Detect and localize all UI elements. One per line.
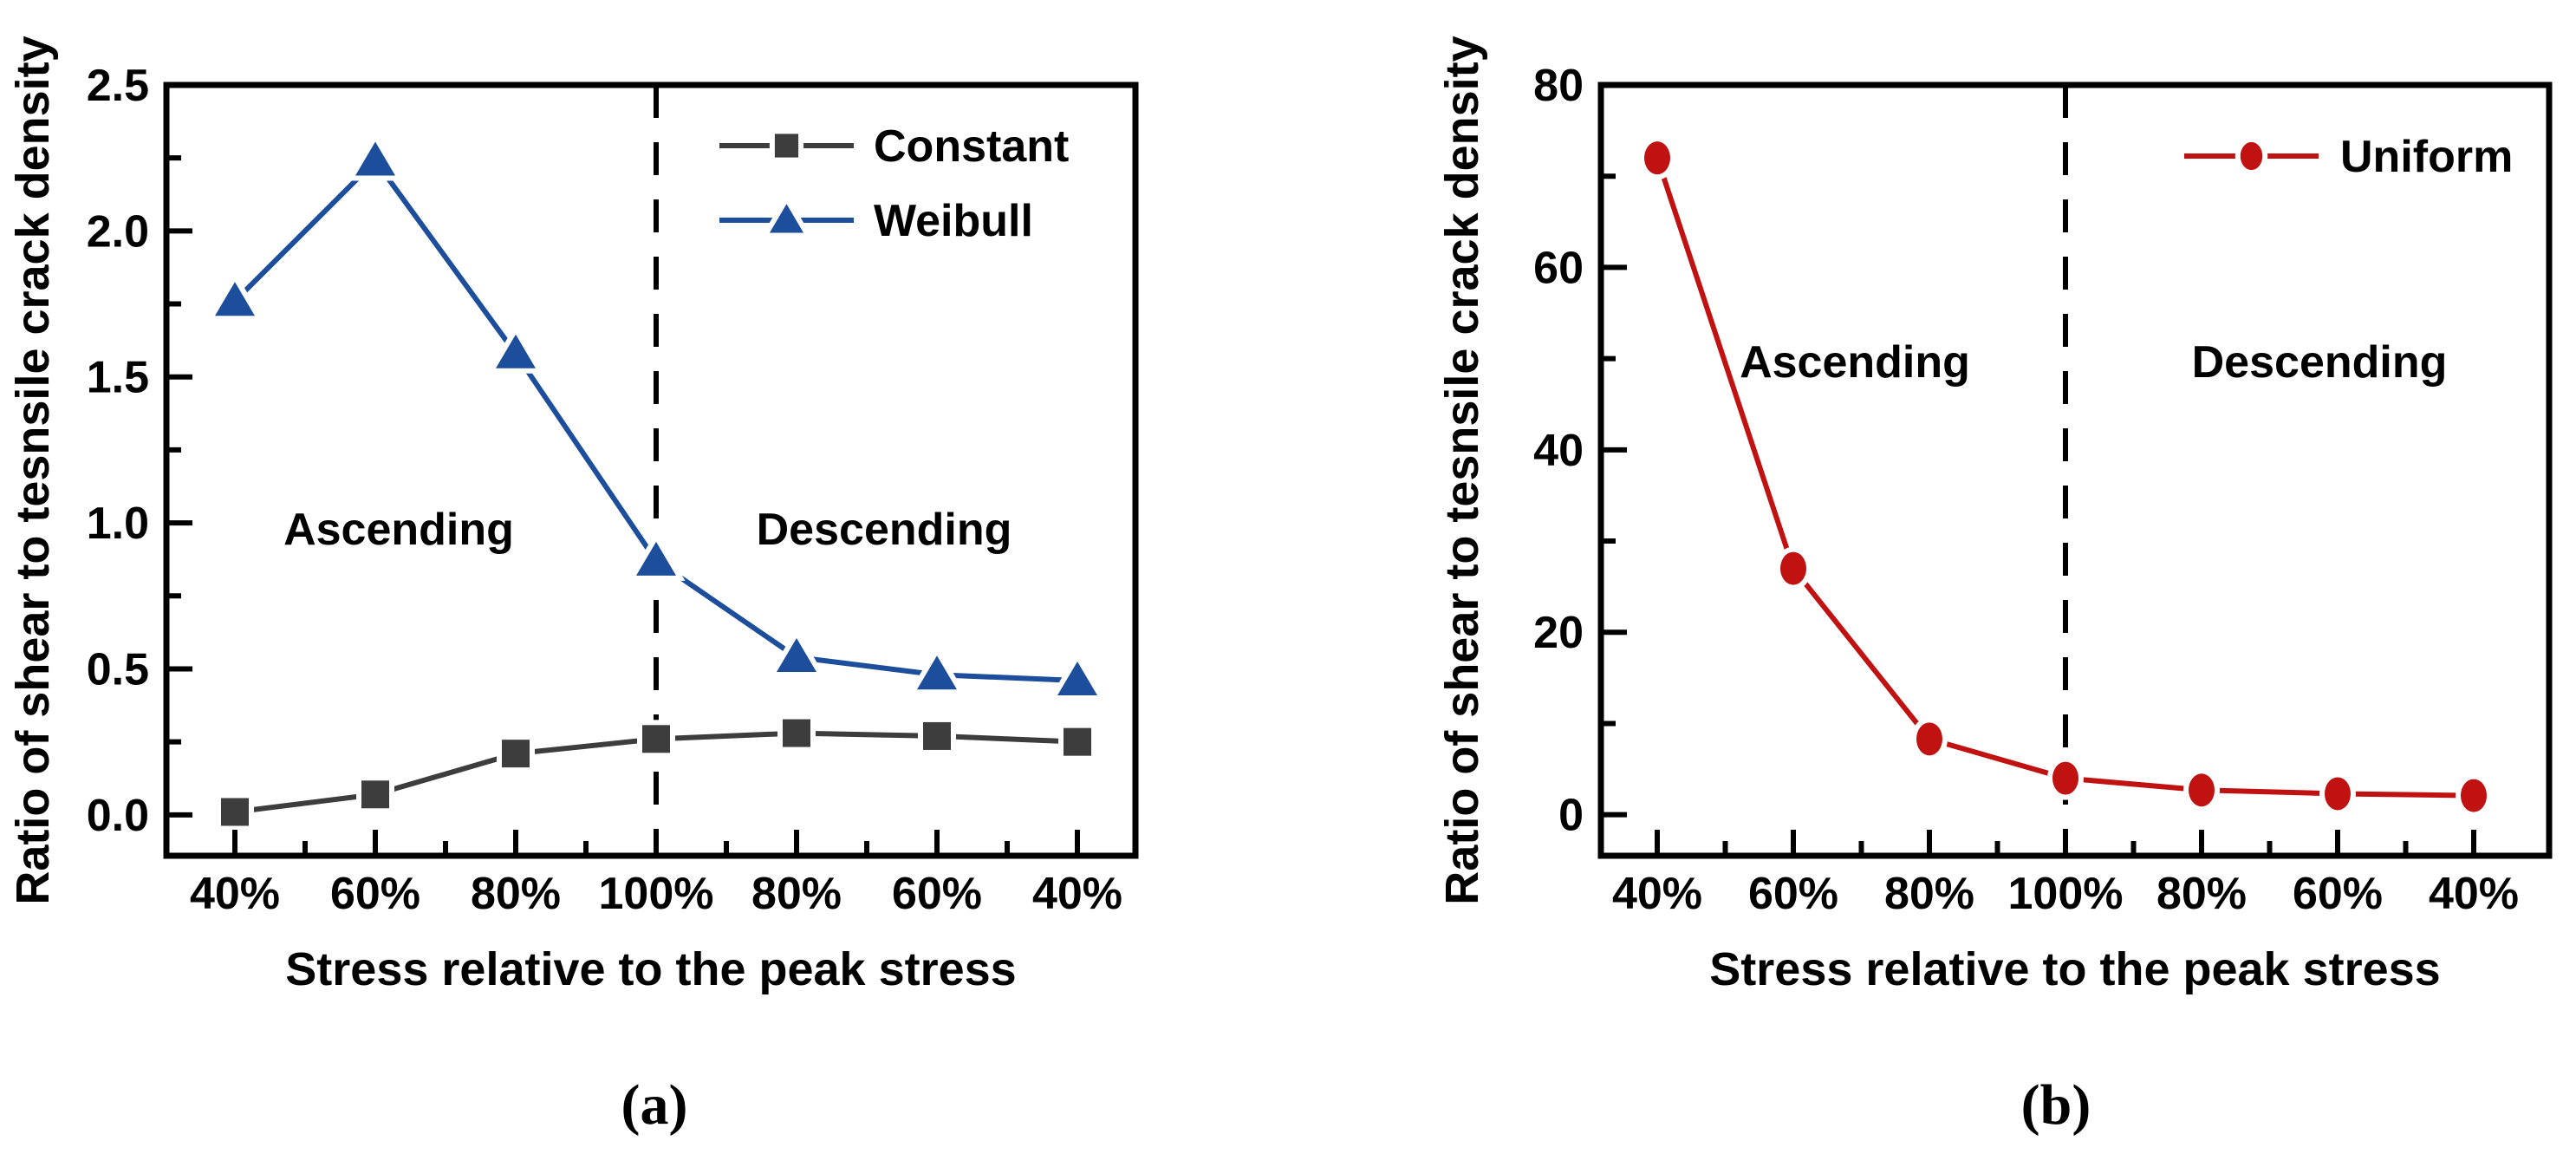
x-tick-label: 80% (1884, 869, 1974, 919)
circle-marker-uniform (1644, 141, 1670, 175)
circle-marker-uniform (1916, 722, 1942, 756)
circle-marker-uniform (2461, 779, 2487, 812)
triangle-marker-weibull (355, 141, 395, 176)
chart-a: 0.0 0.5 1.0 1.5 2.0 2.5 40% 60% 80% 100% 80% 60% 40%… (7, 36, 1139, 1137)
annotation-ascending: Ascending (283, 505, 514, 555)
x-tick-label: 40% (1032, 869, 1122, 919)
caption-b: (b) (2021, 1073, 2091, 1137)
triangle-marker-weibull (777, 638, 816, 673)
legend-triangle-marker (769, 204, 804, 233)
y-tick-label: 80 (1533, 61, 1584, 111)
y-axis-title: Ratio of shear to tesnsile crack density (1436, 36, 1488, 904)
legend-label-constant: Constant (874, 121, 1069, 172)
triangle-marker-weibull (917, 655, 957, 690)
circle-marker-uniform (2052, 761, 2078, 795)
triangle-marker-weibull (496, 334, 536, 368)
x-axis-title: Stress relative to the peak stress (1709, 943, 2440, 995)
x-tick-label: 60% (2293, 869, 2383, 919)
y-tick-label: 0 (1558, 791, 1584, 841)
legend-square-marker (774, 134, 799, 158)
annotation-descending: Descending (2192, 337, 2448, 388)
square-marker-constant (1064, 727, 1091, 756)
square-marker-constant (502, 740, 530, 768)
y-tick-label: 2.0 (87, 206, 149, 257)
x-tick-label: 60% (1748, 869, 1838, 919)
legend-label-uniform: Uniform (2340, 132, 2513, 182)
plot-frame (163, 81, 1139, 859)
triangle-marker-weibull (215, 282, 255, 316)
y-tick-label: 40 (1533, 426, 1584, 476)
y-tick-label: 1.0 (87, 499, 149, 549)
caption-a: (a) (621, 1073, 688, 1137)
x-tick-label: 100% (2008, 869, 2124, 919)
x-tick-label: 80% (751, 869, 842, 919)
y-tick-label: 0.5 (87, 644, 149, 694)
triangle-marker-weibull (636, 541, 676, 576)
y-axis-title: Ratio of shear to tesnsile crack density (7, 36, 59, 904)
y-tick-label: 0.0 (87, 791, 149, 841)
x-tick-label: 60% (330, 869, 420, 919)
square-marker-constant (221, 798, 249, 826)
x-tick-label: 40% (1612, 869, 1702, 919)
series-line-uniform (1655, 155, 2476, 799)
legend-label-weibull: Weibull (874, 196, 1033, 246)
annotation-ascending: Ascending (1740, 337, 1970, 388)
circle-marker-uniform (1780, 551, 1806, 585)
annotation-descending: Descending (757, 505, 1012, 555)
y-tick-label: 60 (1533, 243, 1584, 293)
x-tick-label: 100% (599, 869, 714, 919)
y-tick-label: 20 (1533, 608, 1584, 658)
legend-circle-marker (2240, 141, 2263, 171)
y-tick-label: 1.5 (87, 353, 149, 403)
square-marker-constant (923, 721, 951, 750)
square-marker-constant (783, 719, 810, 747)
square-marker-constant (361, 780, 389, 809)
y-tick-label: 2.5 (87, 61, 149, 111)
x-axis-title: Stress relative to the peak stress (285, 943, 1016, 995)
square-marker-constant (642, 725, 670, 753)
x-tick-label: 80% (471, 869, 561, 919)
x-tick-label: 60% (892, 869, 982, 919)
triangle-marker-weibull (1057, 661, 1097, 695)
x-tick-label: 80% (2156, 869, 2247, 919)
circle-marker-uniform (2189, 773, 2215, 807)
x-tick-label: 40% (190, 869, 280, 919)
plot-frame (1597, 81, 2553, 859)
x-tick-label: 40% (2429, 869, 2519, 919)
circle-marker-uniform (2325, 777, 2351, 811)
